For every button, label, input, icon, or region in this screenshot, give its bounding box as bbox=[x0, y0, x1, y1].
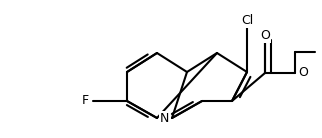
Text: F: F bbox=[81, 95, 89, 108]
Text: O: O bbox=[298, 67, 308, 79]
Text: N: N bbox=[159, 112, 169, 124]
Text: Cl: Cl bbox=[241, 14, 253, 27]
Text: O: O bbox=[260, 29, 270, 42]
